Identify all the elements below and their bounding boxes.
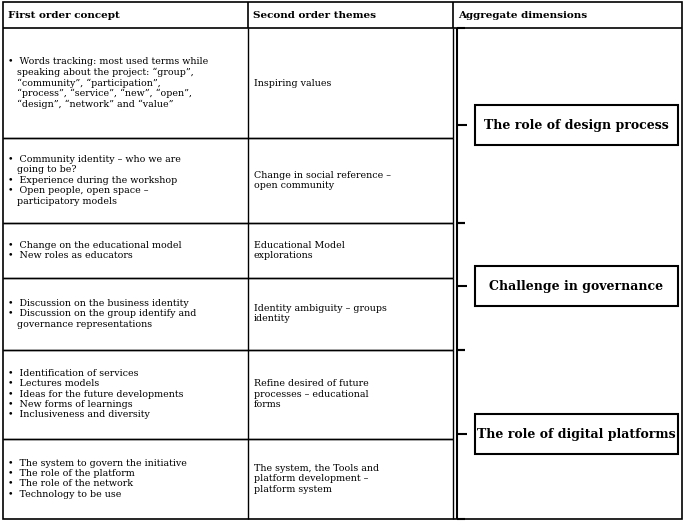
Text: •  Change on the educational model
•  New roles as educators: • Change on the educational model • New … <box>8 241 182 260</box>
Text: The role of digital platforms: The role of digital platforms <box>477 428 676 441</box>
Text: Challenge in governance: Challenge in governance <box>490 280 664 293</box>
Bar <box>475 266 678 306</box>
Text: Inspiring values: Inspiring values <box>254 79 332 88</box>
Bar <box>475 414 678 454</box>
Text: •  Words tracking: most used terms while
   speaking about the project: “group”,: • Words tracking: most used terms while … <box>8 57 208 109</box>
Bar <box>475 105 678 145</box>
Text: Aggregate dimensions: Aggregate dimensions <box>458 10 587 19</box>
Text: Identity ambiguity – groups
identity: Identity ambiguity – groups identity <box>254 304 387 324</box>
Text: •  Discussion on the business identity
•  Discussion on the group identify and
 : • Discussion on the business identity • … <box>8 299 197 329</box>
Text: First order concept: First order concept <box>8 10 120 19</box>
Text: •  Identification of services
•  Lectures models
•  Ideas for the future develop: • Identification of services • Lectures … <box>8 369 184 419</box>
Text: Change in social reference –
open community: Change in social reference – open commun… <box>254 171 391 190</box>
Text: •  The system to govern the initiative
•  The role of the platform
•  The role o: • The system to govern the initiative • … <box>8 458 187 499</box>
Text: The role of design process: The role of design process <box>484 119 669 132</box>
Text: Refine desired of future
processes – educational
forms: Refine desired of future processes – edu… <box>254 379 369 409</box>
Text: •  Community identity – who we are
   going to be?
•  Experience during the work: • Community identity – who we are going … <box>8 155 181 206</box>
Text: Second order themes: Second order themes <box>253 10 376 19</box>
Text: The system, the Tools and
platform development –
platform system: The system, the Tools and platform devel… <box>254 464 379 494</box>
Text: Educational Model
explorations: Educational Model explorations <box>254 241 345 260</box>
